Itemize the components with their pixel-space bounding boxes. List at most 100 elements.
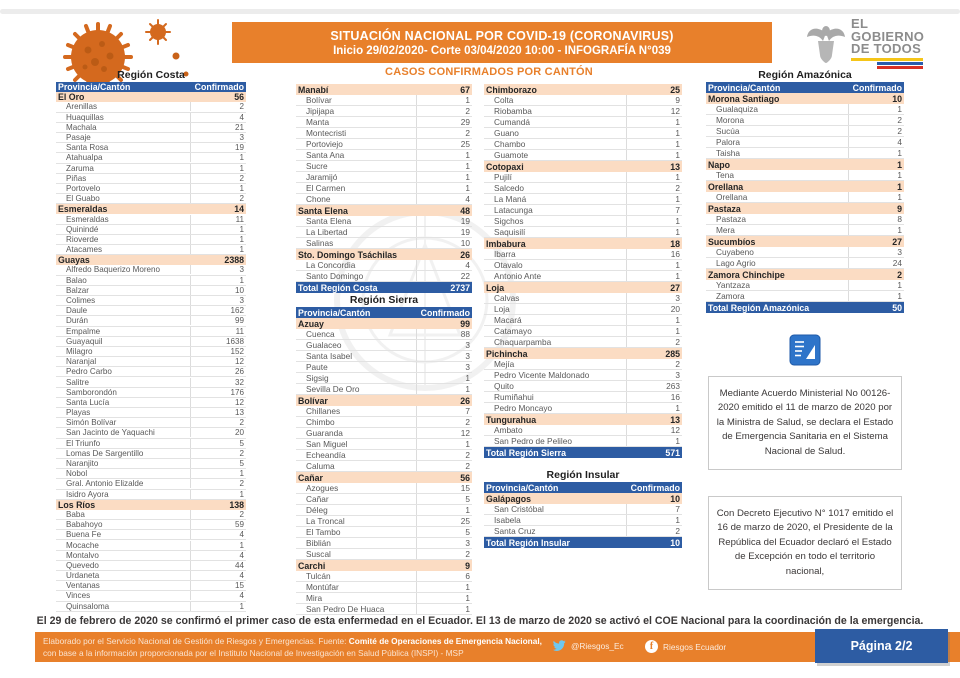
total-row: Total Región Costa 2737 (296, 282, 472, 293)
province-row: Tungurahua 13 (484, 414, 682, 425)
row-label: Cuenca (306, 329, 335, 339)
canton-row: Salcedo 2 (484, 183, 682, 194)
canton-row: Mera 1 (706, 225, 904, 236)
province-row: Galápagos 10 (484, 493, 682, 504)
row-value: 2 (190, 194, 246, 204)
row-value: 12 (190, 397, 246, 407)
row-value: 1 (416, 150, 472, 160)
row-value: 56 (234, 92, 244, 103)
canton-row: La Concordia 4 (296, 260, 472, 271)
row-label: Durán (66, 316, 89, 326)
canton-row: Daule 162 (56, 306, 246, 317)
canton-row: Mocache 1 (56, 540, 246, 551)
row-value: 10 (670, 493, 680, 504)
province-row: Manabí 67 (296, 84, 472, 95)
canton-row: Mira 1 (296, 593, 472, 604)
row-value: 1 (626, 315, 682, 325)
row-label: Cañar (306, 494, 329, 504)
row-value: 1 (416, 172, 472, 182)
canton-row: Ambato 12 (484, 425, 682, 436)
canton-row: Balao 1 (56, 275, 246, 286)
row-value: 1 (416, 95, 472, 105)
row-label: Azuay (298, 318, 324, 329)
canton-row: Manta 29 (296, 117, 472, 128)
row-label: Guayas (58, 255, 90, 266)
row-label: Déleg (306, 505, 328, 515)
row-label: San Pedro De Huaca (306, 604, 385, 614)
row-label: Santa Cruz (494, 526, 536, 536)
row-value: 3 (416, 538, 472, 548)
canton-row: Cuenca 88 (296, 329, 472, 340)
row-label: Los Ríos (58, 499, 96, 510)
canton-row: Rioverde 1 (56, 234, 246, 245)
row-label: Latacunga (494, 205, 533, 215)
canton-row: Loja 20 (484, 304, 682, 315)
canton-row: Chillanes 7 (296, 406, 472, 417)
facebook-handle: Riesgos Ecuador (663, 641, 727, 652)
row-label: Orellana (716, 192, 748, 202)
row-value: 12 (626, 106, 682, 116)
canton-row: Montecristi 2 (296, 128, 472, 139)
row-label: Ibarra (494, 249, 516, 259)
row-value: 14 (234, 204, 244, 215)
row-label: Esmeraldas (66, 214, 109, 224)
row-label: Isidro Ayora (66, 489, 109, 499)
province-row: Carchi 9 (296, 560, 472, 571)
row-value: 44 (190, 560, 246, 570)
canton-row: Atacames 1 (56, 245, 246, 256)
row-value: 2 (416, 417, 472, 427)
row-label: Santa Elena (298, 205, 348, 216)
row-label: Total Región Costa (298, 282, 378, 293)
row-value: 67 (460, 84, 470, 95)
row-value: 2 (416, 128, 472, 138)
row-value: 2 (190, 509, 246, 519)
row-label: Huaquillas (66, 112, 104, 122)
canton-row: Tena 1 (706, 170, 904, 181)
canton-row: Cañar 5 (296, 494, 472, 505)
row-value: 3 (190, 265, 246, 275)
canton-row: El Triunfo 5 (56, 438, 246, 449)
row-value: 263 (626, 381, 682, 391)
canton-row: Isabela 1 (484, 515, 682, 526)
row-value: 1 (626, 194, 682, 204)
row-value: 3 (416, 351, 472, 361)
canton-row: Simón Bolívar 2 (56, 418, 246, 429)
row-value: 18 (670, 238, 680, 249)
row-label: Colta (494, 95, 514, 105)
row-label: Gualaceo (306, 340, 342, 350)
row-value: 1 (190, 163, 246, 173)
column-header-confirmed: Confirmado (420, 307, 470, 318)
row-label: Lago Agrio (716, 258, 756, 268)
row-value: 1 (897, 159, 902, 170)
row-label: Otavalo (494, 260, 523, 270)
total-row: Total Región Insular 10 (484, 537, 682, 548)
row-value: 13 (670, 414, 680, 425)
row-label: Biblián (306, 538, 331, 548)
canton-row: Playas 13 (56, 408, 246, 419)
row-label: Yantzaza (716, 280, 750, 290)
canton-row: Nobol 1 (56, 469, 246, 480)
province-row: Pichincha 285 (484, 348, 682, 359)
row-label: Rioverde (66, 234, 99, 244)
row-value: 4 (190, 112, 246, 122)
row-value: 59 (190, 520, 246, 530)
province-row: Guayas 2388 (56, 255, 246, 266)
row-value: 138 (229, 499, 244, 510)
row-label: Tungurahua (486, 414, 537, 425)
row-value: 1 (190, 153, 246, 163)
canton-row: Riobamba 12 (484, 106, 682, 117)
row-value: 1 (626, 139, 682, 149)
province-row: Bolívar 26 (296, 395, 472, 406)
canton-row: El Tambo 5 (296, 527, 472, 538)
row-value: 2 (190, 479, 246, 489)
canton-row: Lomas De Sargentillo 2 (56, 448, 246, 459)
canton-row: Quinsaloma 1 (56, 601, 246, 612)
canton-row: Huaquillas 4 (56, 112, 246, 123)
row-label: Sigsig (306, 373, 329, 383)
row-value: 1 (848, 291, 904, 301)
row-label: Macará (494, 315, 522, 325)
canton-row: Atahualpa 1 (56, 153, 246, 164)
row-label: Mera (716, 225, 735, 235)
row-value: 1 (190, 224, 246, 234)
row-label: Loja (486, 282, 505, 293)
